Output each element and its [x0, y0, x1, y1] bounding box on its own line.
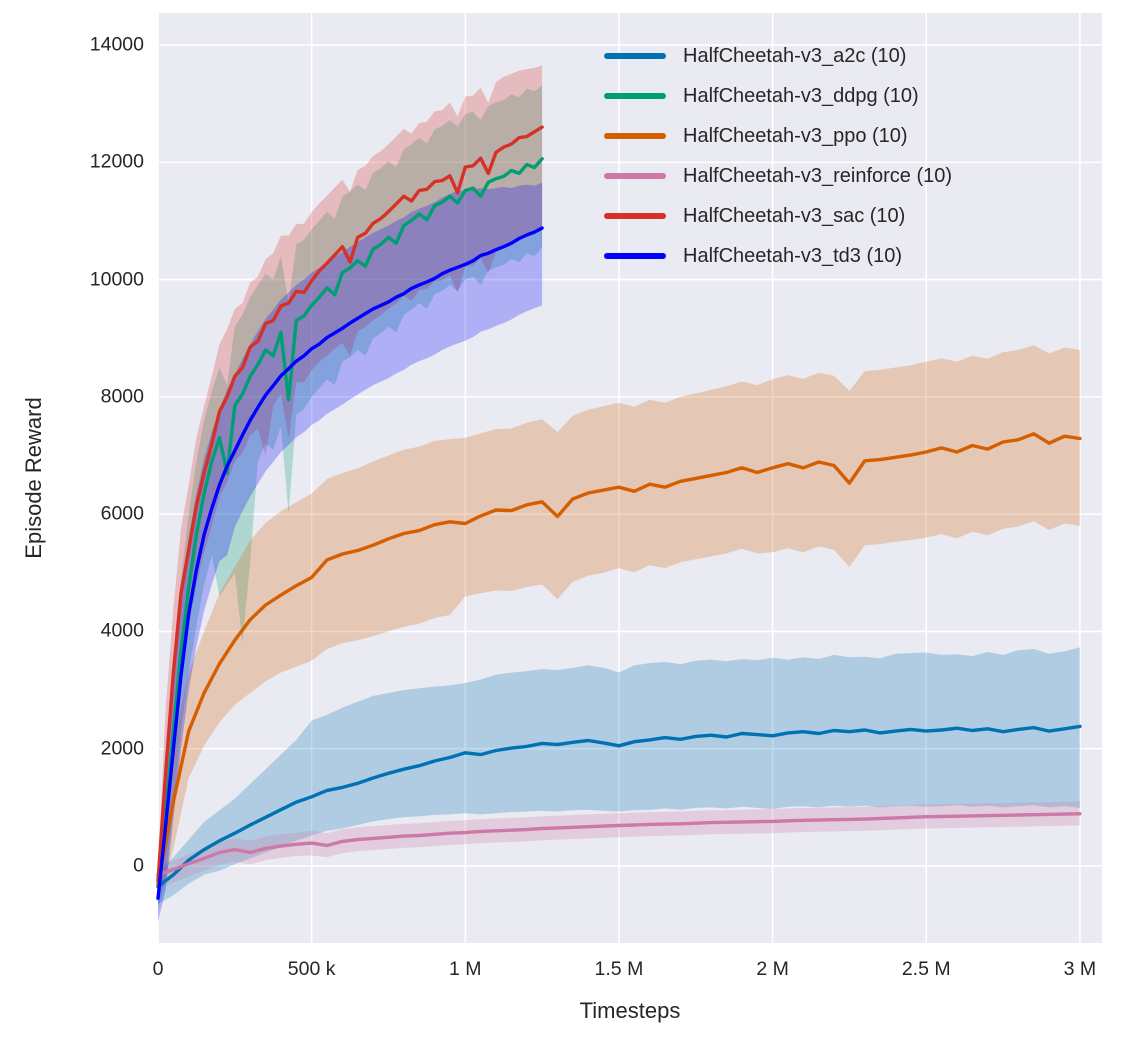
- line-td3: [156, 226, 544, 900]
- x-tick-label: 2.5 M: [901, 958, 951, 980]
- band-ddpg: [158, 85, 543, 910]
- legend-item-reinforce: HalfCheetah-v3_reinforce (10): [604, 156, 952, 196]
- x-tick-label: 500 k: [287, 958, 336, 980]
- legend-item-sac: HalfCheetah-v3_sac (10): [604, 196, 952, 236]
- x-tick-label: 0: [152, 958, 164, 980]
- band-sac: [158, 65, 543, 905]
- y-tick-label: 4000: [100, 619, 144, 642]
- y-tick-label: 6000: [100, 502, 144, 525]
- line-reinforce: [156, 812, 1082, 877]
- x-tick-label: 1.5 M: [594, 958, 644, 980]
- legend-item-a2c: HalfCheetah-v3_a2c (10): [604, 36, 952, 76]
- legend-label: HalfCheetah-v3_a2c (10): [683, 44, 907, 67]
- plot-area: [158, 13, 1102, 943]
- legend-swatch-ddpg: [604, 93, 666, 99]
- line-sac: [156, 125, 544, 883]
- y-axis-label: Episode Reward: [21, 397, 46, 559]
- legend-item-ddpg: HalfCheetah-v3_ddpg (10): [604, 76, 952, 116]
- legend-swatch-sac: [604, 213, 666, 219]
- legend-swatch-reinforce: [604, 173, 666, 179]
- legend-item-ppo: HalfCheetah-v3_ppo (10): [604, 116, 952, 156]
- legend-label: HalfCheetah-v3_reinforce (10): [683, 164, 953, 187]
- legend-label: HalfCheetah-v3_ppo (10): [683, 124, 908, 147]
- band-reinforce: [158, 801, 1080, 890]
- x-tick-label: 2 M: [756, 958, 789, 980]
- line-ddpg: [156, 157, 544, 889]
- y-tick-label: 8000: [100, 385, 144, 408]
- legend-label: HalfCheetah-v3_td3 (10): [683, 244, 903, 267]
- line-ppo: [156, 432, 1082, 886]
- legend-swatch-a2c: [604, 53, 666, 59]
- legend-item-td3: HalfCheetah-v3_td3 (10): [604, 236, 952, 276]
- legend-swatch-td3: [604, 253, 666, 259]
- line-a2c: [156, 724, 1082, 889]
- legend-swatch-ppo: [604, 133, 666, 139]
- y-tick-label: 12000: [89, 150, 144, 173]
- legend-label: HalfCheetah-v3_ddpg (10): [683, 84, 919, 107]
- y-tick-label: 14000: [89, 33, 144, 56]
- x-axis-label: Timesteps: [579, 998, 681, 1023]
- band-a2c: [158, 647, 1080, 905]
- y-tick-label: 0: [133, 854, 144, 877]
- legend: HalfCheetah-v3_a2c (10) HalfCheetah-v3_dd…: [604, 36, 952, 276]
- x-tick-label: 3 M: [1063, 958, 1097, 980]
- y-tick-label: 10000: [89, 268, 144, 291]
- legend-label: HalfCheetah-v3_sac (10): [683, 204, 906, 227]
- y-tick-label: 2000: [100, 737, 144, 760]
- x-tick-label: 1 M: [449, 958, 482, 980]
